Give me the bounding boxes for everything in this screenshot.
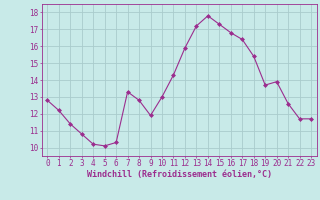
X-axis label: Windchill (Refroidissement éolien,°C): Windchill (Refroidissement éolien,°C) <box>87 170 272 179</box>
